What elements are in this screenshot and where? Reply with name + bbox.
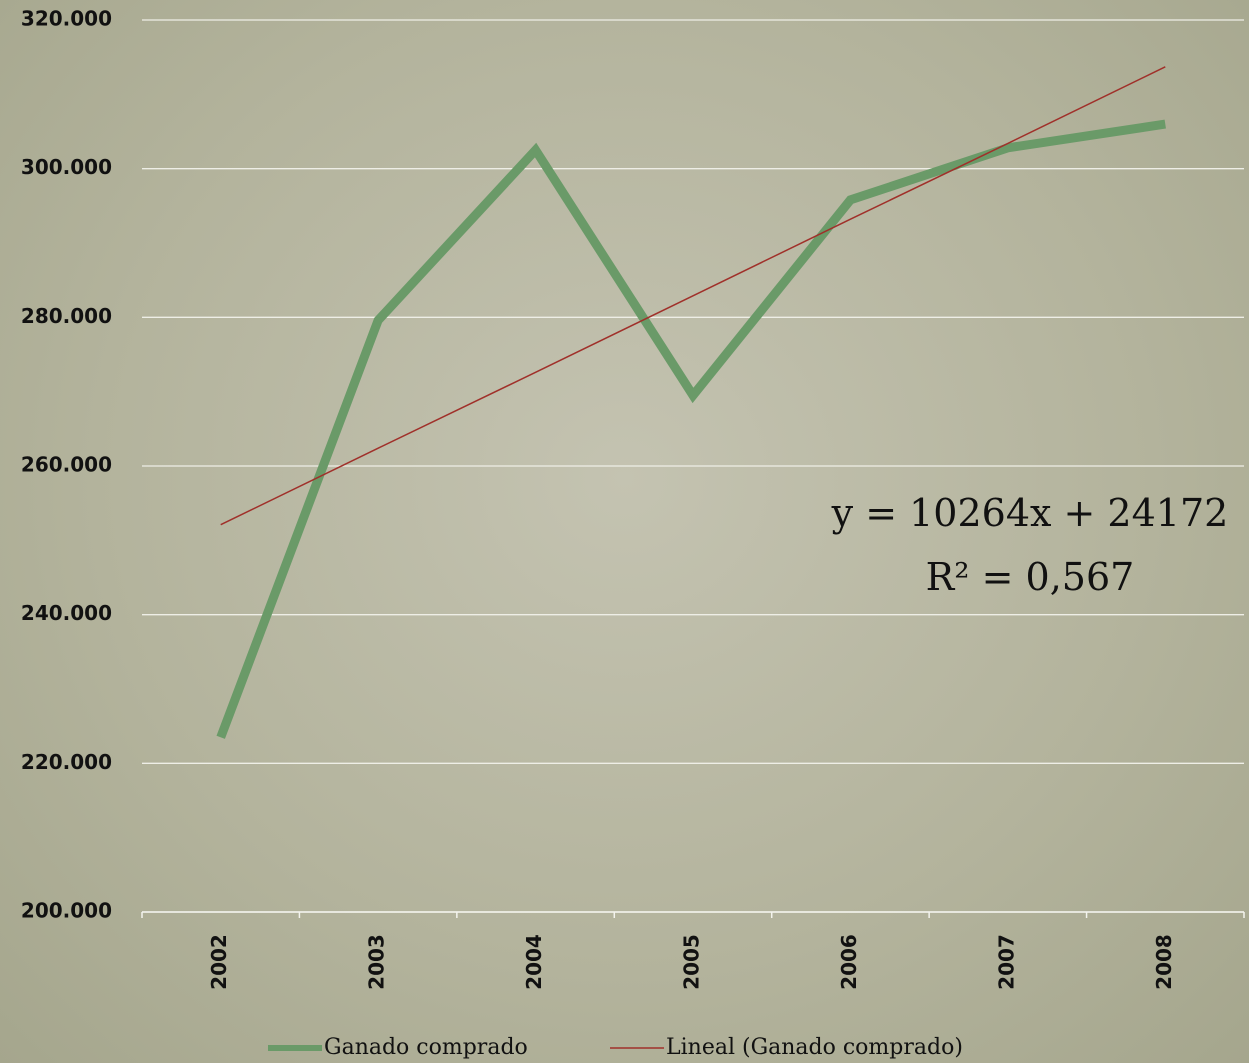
y-tick-label: 220.000 [21,750,112,774]
legend-label: Ganado comprado [324,1035,528,1060]
trend-equation: y = 10264x + 24172 [831,491,1229,535]
x-tick-label: 2006 [837,934,861,990]
y-tick-label: 260.000 [21,453,112,477]
r-squared: R² = 0,567 [926,555,1135,599]
y-tick-label: 300.000 [21,155,112,179]
x-tick-label: 2008 [1152,934,1176,990]
x-tick-label: 2004 [522,934,546,990]
x-tick-label: 2005 [680,934,704,990]
trend-line [221,67,1166,525]
x-tick-label: 2003 [365,934,389,990]
y-tick-label: 280.000 [21,304,112,328]
legend-label: Lineal (Ganado comprado) [666,1035,963,1060]
y-tick-label: 320.000 [21,7,112,31]
y-tick-label: 240.000 [21,601,112,625]
data-line [221,124,1166,737]
y-tick-label: 200.000 [21,899,112,923]
chart: y = 10264x + 24172 R² = 0,567 200.000 220… [0,0,1249,1063]
x-tick-label: 2002 [207,934,231,990]
x-tick-label: 2007 [994,934,1018,990]
